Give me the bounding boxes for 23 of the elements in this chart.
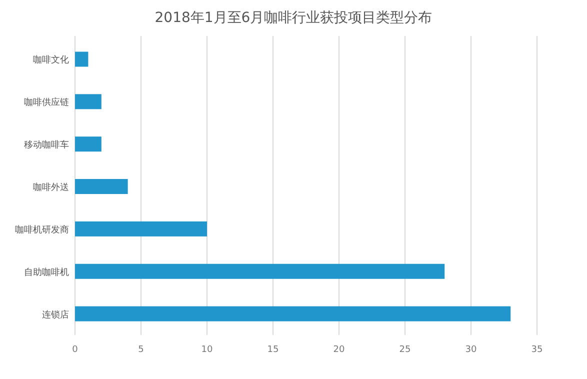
chart-title: 2018年1月至6月咖啡行业获投项目类型分布	[154, 10, 432, 26]
x-tick-label: 5	[138, 345, 144, 355]
bar	[75, 52, 88, 67]
x-tick-label: 15	[267, 345, 279, 355]
bar	[75, 179, 128, 194]
x-tick-label: 30	[465, 345, 477, 355]
x-tick-label: 35	[531, 345, 543, 355]
y-tick-label: 连锁店	[42, 309, 69, 320]
x-tick-label: 10	[201, 345, 213, 355]
bar	[75, 136, 102, 152]
x-tick-label: 25	[399, 345, 411, 355]
x-tick-label: 0	[72, 345, 78, 355]
y-tick-label: 咖啡机研发商	[15, 224, 69, 236]
y-tick-label: 移动咖啡车	[24, 140, 69, 151]
bar	[75, 94, 102, 110]
bar	[75, 306, 511, 322]
x-tick-label: 20	[333, 345, 345, 355]
y-tick-label: 咖啡外送	[33, 182, 69, 193]
bar	[75, 221, 207, 236]
y-tick-label: 咖啡供应链	[24, 97, 69, 108]
y-tick-label: 咖啡文化	[33, 54, 69, 66]
bar	[75, 264, 445, 279]
y-tick-label: 自助咖啡机	[24, 266, 69, 278]
